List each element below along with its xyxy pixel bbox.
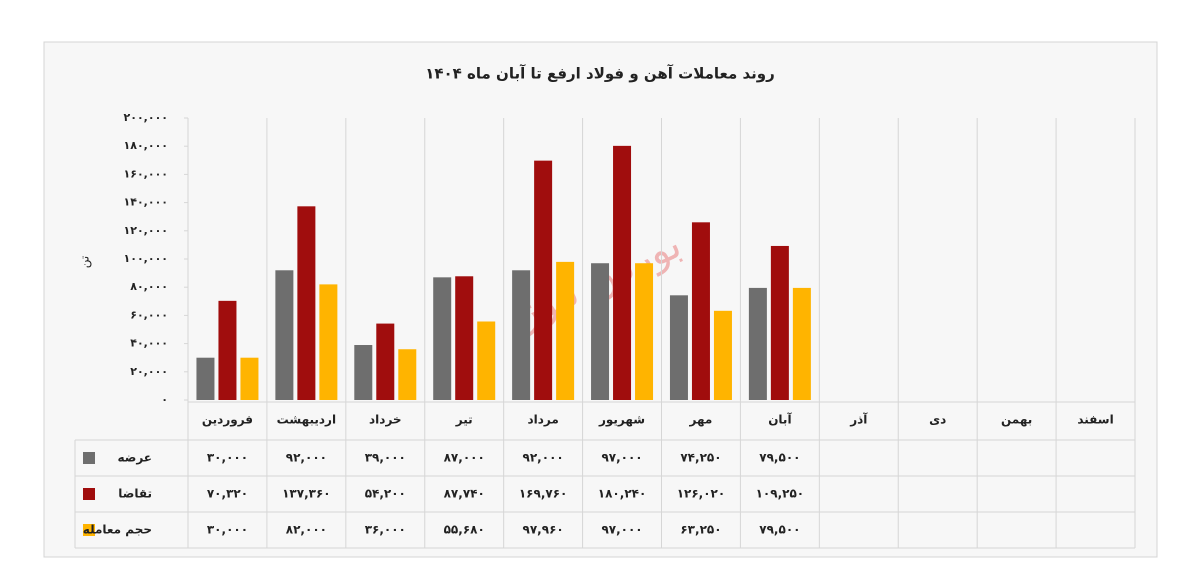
- table-value: ۷۹,۵۰۰: [759, 523, 800, 537]
- bar: [433, 277, 452, 400]
- bar: [196, 357, 215, 400]
- bar: [455, 276, 474, 400]
- bar: [713, 310, 732, 400]
- bar: [218, 300, 237, 400]
- table-value: ۹۷,۹۶۰: [523, 523, 564, 537]
- y-tick-label: ۱۰۰,۰۰۰: [124, 252, 168, 265]
- x-tick-label: مهر: [689, 413, 713, 427]
- bar: [770, 245, 789, 400]
- x-tick-label: فروردین: [202, 413, 253, 428]
- y-tick-label: ۱۴۰,۰۰۰: [124, 196, 168, 209]
- bar: [556, 261, 575, 400]
- table-value: ۸۷,۰۰۰: [444, 451, 485, 465]
- bar: [398, 349, 417, 400]
- table-value: ۹۷,۰۰۰: [601, 451, 642, 465]
- x-tick-label: شهریور: [598, 413, 645, 428]
- legend-swatch: [83, 452, 95, 464]
- y-tick-label: ۲۰۰,۰۰۰: [124, 111, 168, 124]
- legend-swatch: [83, 488, 95, 500]
- x-tick-label: اسفند: [1077, 413, 1113, 427]
- table-value: ۵۵,۶۸۰: [444, 523, 485, 537]
- bar: [354, 345, 373, 400]
- bar: [297, 206, 316, 400]
- table-value: ۸۲,۰۰۰: [286, 523, 327, 537]
- table-value: ۳۰,۰۰۰: [207, 523, 248, 537]
- bar: [512, 270, 531, 400]
- y-tick-label: ۸۰,۰۰۰: [130, 280, 168, 293]
- x-tick-label: آبان: [768, 412, 792, 427]
- bar: [669, 295, 688, 400]
- bar: [691, 222, 710, 400]
- table-value: ۱۰۹,۲۵۰: [756, 487, 805, 501]
- table-value: ۳۹,۰۰۰: [365, 451, 406, 465]
- bar: [275, 270, 294, 400]
- x-tick-label: خرداد: [369, 413, 402, 427]
- table-value: ۷۴,۲۵۰: [680, 451, 721, 465]
- table-value: ۷۰,۳۲۰: [207, 487, 248, 501]
- bar: [792, 287, 811, 400]
- x-tick-label: مرداد: [527, 413, 558, 427]
- legend-label: حجم معامله: [83, 523, 152, 537]
- table-value: ۱۸۰,۲۴۰: [598, 487, 647, 501]
- y-tick-label: ۱۸۰,۰۰۰: [124, 139, 168, 152]
- table-value: ۱۶۹,۷۶۰: [519, 487, 568, 501]
- y-tick-label: ۰: [161, 393, 168, 406]
- y-tick-label: ۱۶۰,۰۰۰: [124, 167, 168, 180]
- table-value: ۳۰,۰۰۰: [207, 451, 248, 465]
- bar: [319, 284, 338, 400]
- x-tick-label: بهمن: [1001, 413, 1032, 427]
- bar: [748, 287, 767, 400]
- table-value: ۹۲,۰۰۰: [286, 451, 327, 465]
- x-tick-label: اردیبهشت: [277, 413, 336, 427]
- x-tick-label: تیر: [455, 413, 473, 427]
- legend-label: عرضه: [117, 451, 152, 465]
- bar: [376, 323, 395, 400]
- table-value: ۹۲,۰۰۰: [523, 451, 564, 465]
- bar: [635, 263, 654, 400]
- legend-label: تقاضا: [118, 487, 152, 501]
- table-value: ۶۳,۲۵۰: [680, 523, 721, 537]
- bar: [477, 321, 496, 400]
- bar: [240, 357, 259, 400]
- chart-title: روند معاملات آهن و فولاد ارفع تا آبان ما…: [425, 65, 775, 83]
- y-axis-label: تن: [78, 256, 93, 268]
- table-value: ۱۳۷,۳۶۰: [282, 487, 331, 501]
- y-tick-label: ۴۰,۰۰۰: [130, 337, 168, 350]
- y-tick-label: ۲۰,۰۰۰: [130, 365, 168, 378]
- table-value: ۵۴,۲۰۰: [365, 487, 406, 501]
- x-tick-label: آذر: [849, 412, 868, 427]
- bar: [591, 263, 610, 400]
- table-value: ۱۲۶,۰۲۰: [677, 487, 726, 501]
- y-tick-label: ۶۰,۰۰۰: [130, 308, 168, 321]
- table-value: ۹۷,۰۰۰: [601, 523, 642, 537]
- x-tick-label: دی: [929, 413, 946, 427]
- bar: [534, 160, 553, 400]
- table-value: ۸۷,۷۴۰: [444, 487, 485, 501]
- bar: [613, 145, 632, 400]
- legend-swatch: [83, 524, 95, 536]
- table-value: ۷۹,۵۰۰: [759, 451, 800, 465]
- y-tick-label: ۱۲۰,۰۰۰: [124, 224, 168, 237]
- table-value: ۳۶,۰۰۰: [365, 523, 406, 537]
